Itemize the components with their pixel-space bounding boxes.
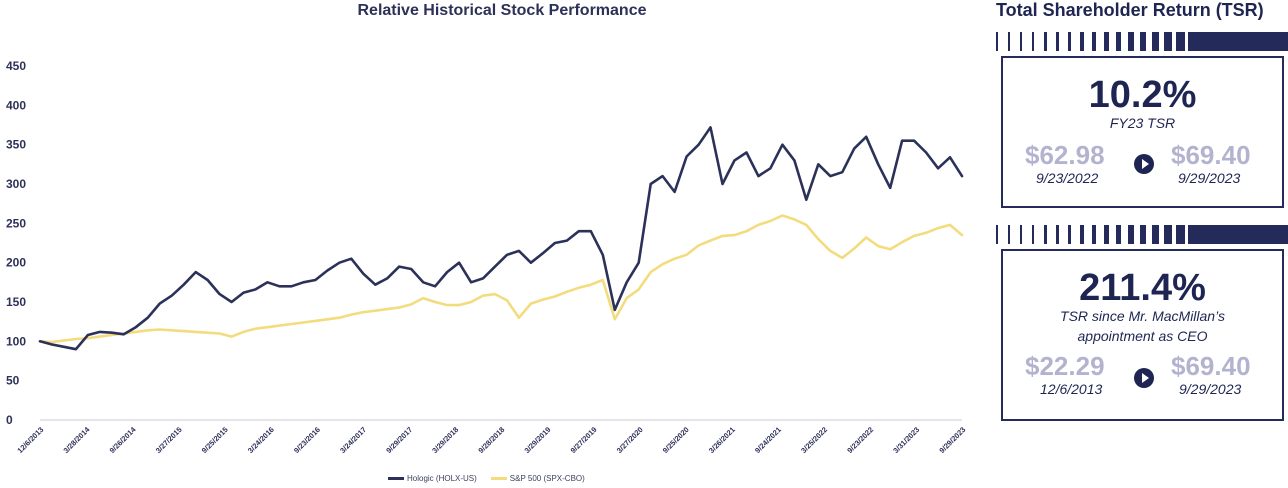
x-tick-label: 3/29/2018 (430, 425, 460, 455)
x-tick-label: 9/23/2022 (845, 425, 875, 455)
x-tick-label: 9/25/2015 (200, 425, 230, 455)
tsr-title: Total Shareholder Return (TSR) (996, 0, 1264, 20)
x-tick-label: 9/23/2016 (292, 425, 322, 455)
series-line-sp500 (38, 214, 964, 344)
x-tick-label: 3/24/2017 (338, 425, 368, 455)
x-tick-label: 3/29/2019 (523, 425, 553, 455)
y-tick-label: 150 (6, 295, 26, 309)
x-tick-label: 9/27/2019 (569, 425, 599, 455)
x-tick-label: 9/28/2018 (476, 425, 506, 455)
start-price: $62.98 (1025, 140, 1105, 170)
x-tick-label: 3/27/2015 (154, 425, 184, 455)
tsr-label-line-1: TSR since Mr. MacMillan’s (1060, 308, 1225, 324)
y-tick-label: 300 (6, 177, 26, 191)
end-price: $69.40 (1171, 351, 1251, 381)
tsr-card-ceo: 211.4% TSR since Mr. MacMillan’s appoint… (1001, 249, 1284, 421)
tsr-card-fy23: 10.2% FY23 TSR $62.98 9/23/2022 $69.40 9… (1001, 56, 1284, 208)
legend-label-sp500: S&P 500 (SPX-CBO) (509, 474, 585, 483)
arrow-right-icon (1134, 154, 1154, 174)
legend-swatch-sp500 (490, 477, 507, 480)
x-tick-label: 3/26/2021 (707, 425, 737, 455)
line-chart: 0 50 100 150 200 250 300 350 400 450 12/6/2013 3/28… (6, 59, 967, 455)
x-tick-label: 12/6/2013 (15, 425, 45, 455)
tsr-value: 10.2% (1088, 74, 1197, 116)
legend-item-hologic: Hologic (HOLX-US) (388, 474, 477, 483)
y-tick-label: 200 (6, 256, 26, 270)
start-price: $22.29 (1025, 351, 1105, 381)
chart-legend: Hologic (HOLX-US) S&P 500 (SPX-CBO) (388, 474, 585, 483)
end-date: 9/29/2023 (1178, 170, 1241, 186)
y-tick-label: 250 (6, 216, 26, 230)
legend-label-hologic: Hologic (HOLX-US) (407, 474, 477, 483)
x-tick-label: 9/29/2017 (384, 425, 414, 455)
end-date: 9/29/2023 (1179, 381, 1242, 397)
y-tick-label: 350 (6, 138, 26, 152)
x-tick-label: 9/29/2023 (937, 425, 967, 455)
chart-title: Relative Historical Stock Performance (357, 2, 647, 19)
series-line-hologic (38, 126, 964, 351)
start-date: 12/6/2013 (1040, 381, 1103, 397)
x-tick-label: 9/24/2021 (753, 425, 783, 455)
tsr-value: 211.4% (1079, 267, 1206, 309)
x-tick-label: 3/25/2022 (799, 425, 829, 455)
tsr-label: FY23 TSR (1109, 115, 1176, 131)
decorative-stripe-1 (996, 32, 1288, 51)
x-tick-label: 9/26/2014 (108, 424, 139, 455)
end-price: $69.40 (1171, 140, 1251, 170)
legend-item-sp500: S&P 500 (SPX-CBO) (490, 474, 585, 483)
decorative-stripe-2 (996, 225, 1288, 244)
x-tick-label: 9/25/2020 (661, 425, 691, 455)
y-tick-label: 50 (6, 374, 20, 388)
start-date: 9/23/2022 (1036, 170, 1099, 186)
x-tick-label: 3/28/2014 (62, 424, 93, 455)
legend-swatch-hologic (388, 477, 404, 480)
x-tick-label: 3/24/2016 (246, 425, 276, 455)
tsr-label-line-2: appointment as CEO (1077, 328, 1208, 344)
y-tick-label: 450 (6, 59, 26, 73)
y-tick-label: 0 (6, 413, 13, 427)
x-tick-label: 3/27/2020 (615, 425, 645, 455)
x-tick-label: 3/31/2023 (891, 425, 921, 455)
arrow-right-icon (1134, 368, 1154, 388)
y-tick-label: 100 (6, 334, 26, 348)
y-tick-label: 400 (6, 98, 26, 112)
